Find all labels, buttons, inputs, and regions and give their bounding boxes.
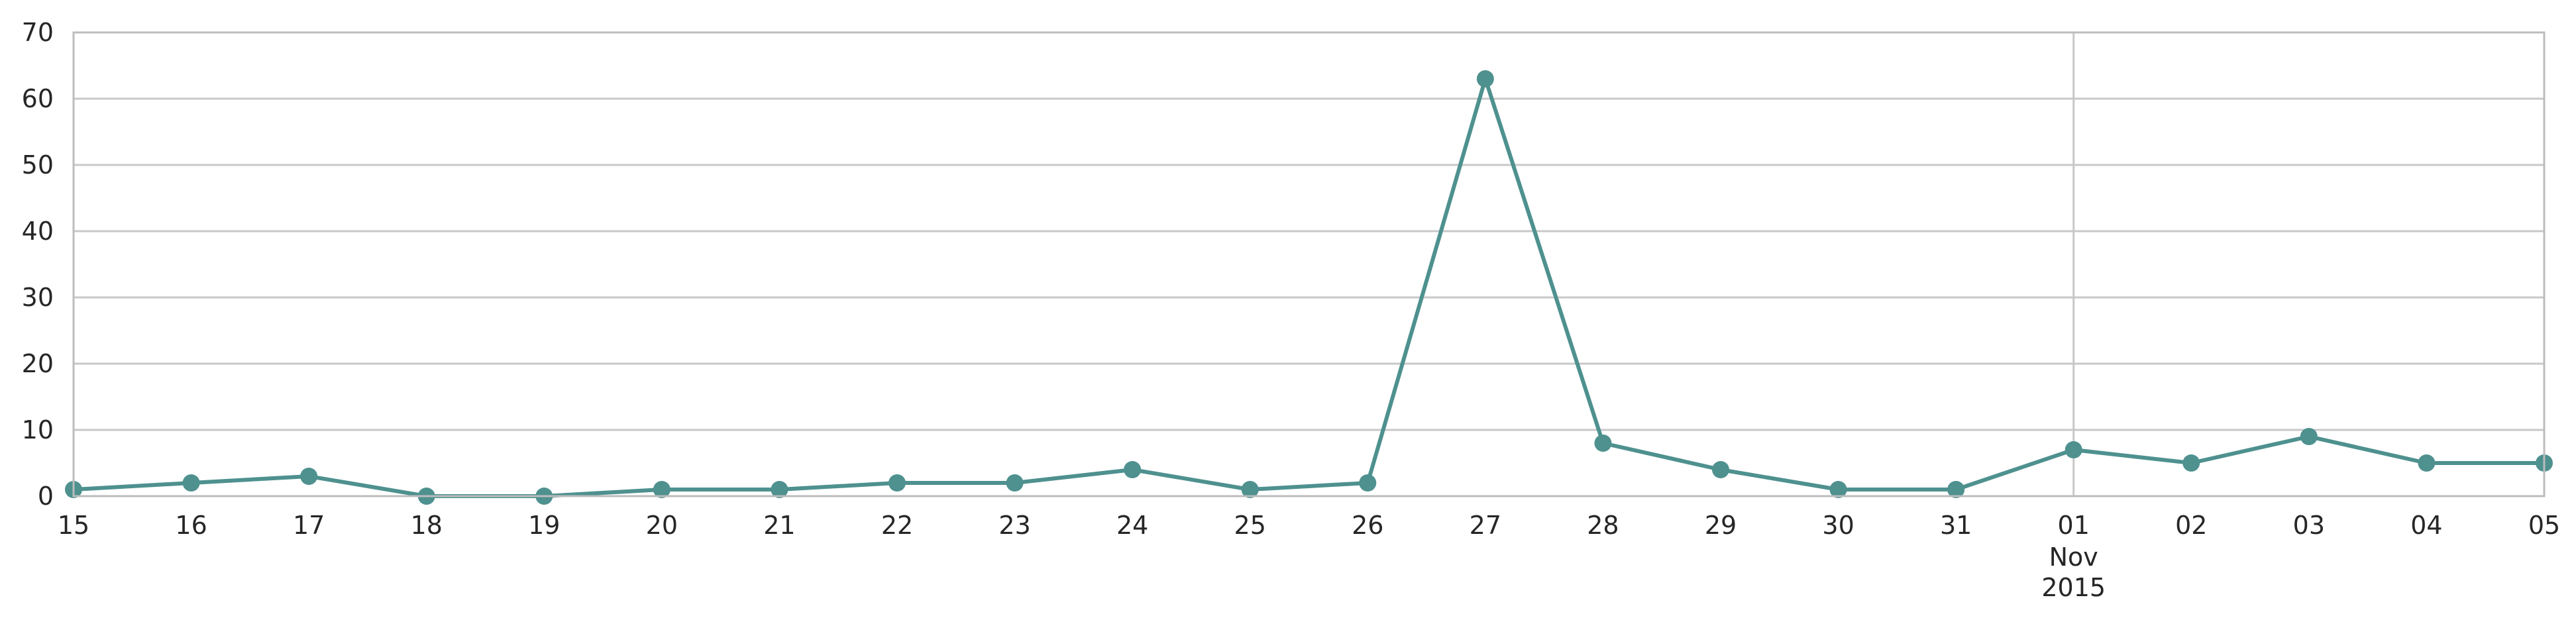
x-tick-label: 27 xyxy=(1470,511,1501,540)
x-tick-label: 26 xyxy=(1352,511,1383,540)
data-point xyxy=(2300,428,2318,445)
grid-lines xyxy=(74,31,2544,497)
data-point xyxy=(771,481,788,498)
x-tick-label: 15 xyxy=(58,511,89,540)
y-tick-label: 60 xyxy=(22,84,54,113)
x-tick-label: 28 xyxy=(1587,511,1619,540)
x-axis-tick-labels: 15 16 17 18 19 20 21 22 23 24 25 26 27 28 29 30 31 01 02 03… xyxy=(58,511,2560,540)
data-point xyxy=(1124,461,1142,478)
data-point xyxy=(182,474,200,492)
data-point xyxy=(2065,441,2082,458)
y-tick-label: 70 xyxy=(22,18,54,47)
data-point xyxy=(2418,454,2436,472)
x-tick-label: 23 xyxy=(998,511,1030,540)
x-tick-label: 21 xyxy=(763,511,795,540)
x-tick-label: 20 xyxy=(646,511,678,540)
x-tick-label: 18 xyxy=(411,511,443,540)
x-tick-label: 29 xyxy=(1705,511,1737,540)
x-tick-label: 17 xyxy=(293,511,325,540)
series-line xyxy=(73,77,2544,498)
series-layer xyxy=(65,70,2553,505)
data-point xyxy=(1476,70,1494,87)
data-point xyxy=(1006,474,1024,492)
x-tick-label: 04 xyxy=(2410,511,2442,540)
x-tick-label: 25 xyxy=(1234,511,1266,540)
x-tick-label: 16 xyxy=(175,511,207,540)
data-point xyxy=(1829,481,1847,498)
y-tick-label: 30 xyxy=(22,283,54,312)
x-axis-year-label: 2015 xyxy=(2041,573,2106,602)
x-tick-label: 24 xyxy=(1116,511,1148,540)
data-point xyxy=(888,474,906,492)
data-point xyxy=(1947,481,1965,498)
x-tick-label: 19 xyxy=(528,511,560,540)
x-tick-label: 01 xyxy=(2058,511,2090,540)
y-tick-label: 10 xyxy=(22,415,54,444)
y-axis-tick-labels: 0 10 20 30 40 50 60 70 xyxy=(22,18,54,511)
x-axis-month-label: Nov xyxy=(2049,543,2098,572)
x-tick-label: 02 xyxy=(2175,511,2207,540)
y-tick-label: 0 xyxy=(38,482,54,511)
x-tick-label: 03 xyxy=(2293,511,2325,540)
plot-frame xyxy=(72,31,2546,497)
data-point xyxy=(653,481,671,498)
x-tick-label: 22 xyxy=(881,511,913,540)
data-point xyxy=(1359,474,1377,492)
data-point xyxy=(1594,435,1612,452)
data-point xyxy=(300,468,318,485)
y-tick-label: 20 xyxy=(22,349,54,378)
data-point xyxy=(1241,481,1259,498)
x-tick-label: 30 xyxy=(1822,511,1854,540)
x-tick-label: 31 xyxy=(1940,511,1972,540)
y-tick-label: 40 xyxy=(22,217,54,246)
y-tick-label: 50 xyxy=(22,150,54,180)
data-point xyxy=(1712,461,1729,478)
x-tick-label: 05 xyxy=(2528,511,2560,540)
data-point xyxy=(2182,454,2200,472)
